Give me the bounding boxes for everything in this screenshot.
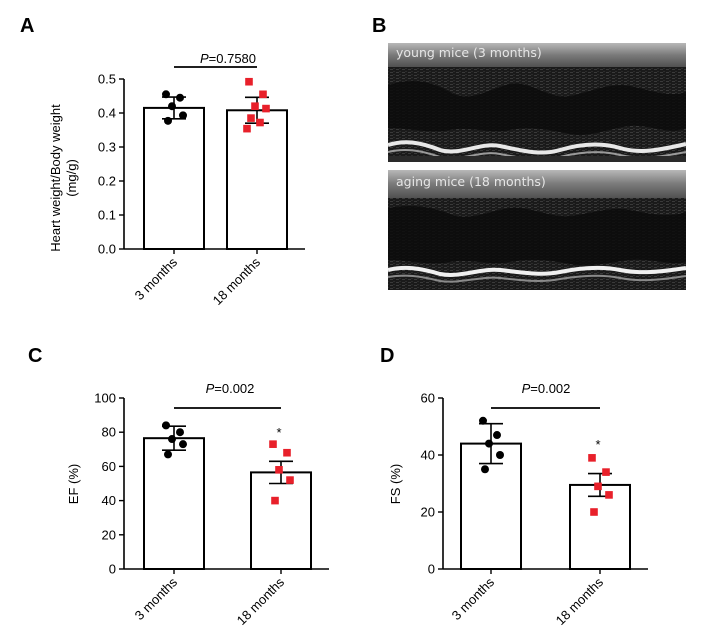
y-tick-label: 20	[102, 527, 116, 542]
significance-marker: *	[595, 437, 600, 452]
data-point-18-months	[262, 104, 270, 113]
data-point-3-months	[485, 439, 493, 448]
data-point-18-months	[286, 476, 294, 484]
bar-18-months	[569, 483, 631, 570]
x-tick-label: 3 months	[132, 574, 181, 623]
x-tick-label: 3 months	[132, 254, 181, 303]
y-tick-label: 60	[421, 391, 435, 406]
y-tick-label: 60	[102, 459, 116, 474]
bar-18-months	[250, 471, 312, 571]
data-point-3-months	[179, 440, 187, 449]
significance-marker: *	[276, 425, 281, 440]
y-tick-label: 0	[428, 562, 435, 577]
y-tick-label: 0.0	[98, 242, 116, 257]
data-point-3-months	[162, 90, 170, 99]
data-point-18-months	[251, 102, 259, 110]
heart-weight-chart: Heart weight/Body weight (mg/g) P=0.7580…	[48, 51, 305, 308]
echo-image-young: young mice (3 months)	[387, 43, 687, 162]
ef-chart: EF (%) P=0.002 * 0 20 40 60 80 100 3 months 18 …	[66, 381, 329, 628]
panel-letter-a: A	[20, 15, 34, 37]
y-tick-label: 40	[421, 448, 435, 463]
x-tick-label: 18 months	[553, 574, 607, 628]
y-axis-label: FS (%)	[388, 464, 403, 504]
data-point-3-months	[179, 111, 187, 120]
data-point-18-months	[245, 77, 253, 86]
data-point-18-months	[256, 118, 264, 127]
y-tick-label: 0.1	[98, 208, 116, 223]
data-point-3-months	[493, 431, 501, 440]
bar-3-months	[143, 437, 205, 570]
y-tick-label: 40	[102, 493, 116, 508]
data-point-3-months	[176, 428, 184, 437]
data-point-18-months	[275, 466, 283, 474]
data-point-18-months	[269, 440, 277, 448]
y-tick-label: 0.2	[98, 174, 116, 189]
data-point-18-months	[605, 491, 613, 499]
y-axis-label: EF (%)	[66, 464, 81, 504]
x-tick-label: 18 months	[210, 254, 264, 308]
data-point-3-months	[481, 465, 489, 474]
data-point-3-months	[162, 421, 170, 430]
data-point-3-months	[176, 93, 184, 102]
data-point-3-months	[164, 450, 172, 459]
data-point-18-months	[247, 114, 255, 122]
y-axis-label-line1: Heart weight/Body weight	[48, 104, 63, 252]
data-point-18-months	[243, 124, 251, 133]
data-point-3-months	[479, 416, 487, 425]
panel-letter-b: B	[372, 15, 386, 37]
p-value-label: P=0.002	[522, 381, 571, 396]
y-tick-label: 0.5	[98, 72, 116, 87]
p-value-label: P=0.002	[206, 381, 255, 396]
y-tick-label: 0	[109, 562, 116, 577]
data-point-18-months	[588, 454, 596, 462]
p-value-label: P=0.7580	[200, 51, 256, 66]
data-point-3-months	[164, 116, 172, 125]
aging-mice-label: aging mice (18 months)	[396, 174, 546, 189]
data-point-18-months	[283, 448, 291, 457]
panel-letter-d: D	[380, 345, 394, 367]
data-point-18-months	[602, 468, 610, 476]
data-point-18-months	[594, 482, 602, 491]
x-tick-label: 3 months	[449, 574, 498, 623]
x-tick-label: 18 months	[234, 574, 288, 628]
y-tick-label: 100	[94, 391, 116, 406]
y-tick-label: 0.4	[98, 106, 116, 121]
data-point-18-months	[259, 90, 267, 99]
y-tick-label: 20	[421, 505, 435, 520]
panel-letter-c: C	[28, 345, 42, 367]
y-axis-label-line2: (mg/g)	[64, 159, 79, 197]
data-point-3-months	[496, 451, 504, 459]
bar-18-months	[226, 109, 288, 250]
bar-3-months	[143, 106, 205, 251]
data-point-3-months	[168, 435, 176, 444]
fs-chart: FS (%) P=0.002 * 0 20 40 60 3 months 18 month…	[388, 381, 648, 628]
data-point-3-months	[168, 102, 176, 111]
y-tick-label: 80	[102, 425, 116, 440]
young-mice-label: young mice (3 months)	[396, 45, 542, 60]
echo-image-aging: aging mice (18 months)	[387, 170, 687, 290]
data-point-18-months	[590, 508, 598, 516]
data-point-18-months	[271, 496, 279, 505]
y-tick-label: 0.3	[98, 140, 116, 155]
